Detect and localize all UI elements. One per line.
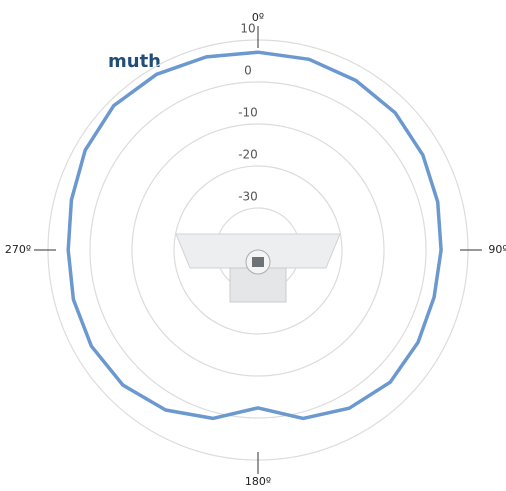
grid-ring (131, 123, 385, 377)
theta-tick-label: 0º (252, 11, 264, 24)
r-tick-label: -30 (238, 190, 258, 204)
device-image (175, 233, 341, 303)
r-tick-label: 0 (244, 64, 252, 78)
r-tick-label: -20 (238, 148, 258, 162)
r-tick-label: -10 (238, 106, 258, 120)
r-tick-label: 10 (240, 22, 255, 36)
grid-ring (89, 81, 427, 419)
theta-tick-label: 270º (5, 243, 31, 256)
theta-tick-label: 90º (488, 243, 506, 256)
pattern-line (66, 50, 443, 421)
chart-title: muth (108, 51, 161, 72)
theta-tick-label: 180º (245, 475, 271, 488)
grid-ring (173, 165, 343, 335)
